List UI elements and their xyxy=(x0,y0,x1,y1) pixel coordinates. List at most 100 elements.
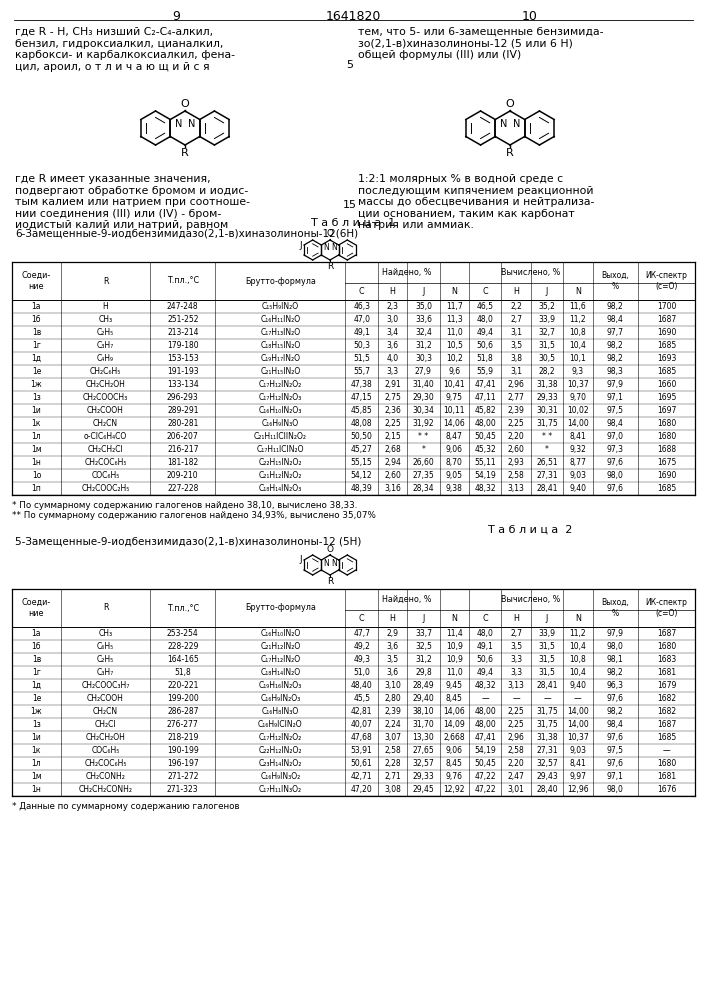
Text: N: N xyxy=(575,287,581,296)
Text: 2,58: 2,58 xyxy=(508,746,525,755)
Text: 1л: 1л xyxy=(32,759,41,768)
Text: 35,2: 35,2 xyxy=(539,302,556,311)
Text: C₂H₅: C₂H₅ xyxy=(97,328,114,337)
Text: 1н: 1н xyxy=(31,785,41,794)
Text: 1690: 1690 xyxy=(657,328,676,337)
Text: 11,3: 11,3 xyxy=(446,315,462,324)
Text: *: * xyxy=(421,445,426,454)
Text: 1685: 1685 xyxy=(657,341,676,350)
Text: 31,2: 31,2 xyxy=(415,341,432,350)
Text: 98,2: 98,2 xyxy=(607,341,624,350)
Text: 96,3: 96,3 xyxy=(607,681,624,690)
Text: 45,5: 45,5 xyxy=(353,694,370,703)
Text: C: C xyxy=(482,614,488,623)
Text: 3,3: 3,3 xyxy=(510,668,522,677)
Text: 3,0: 3,0 xyxy=(387,315,399,324)
Text: 2,60: 2,60 xyxy=(508,445,525,454)
Text: 2,25: 2,25 xyxy=(508,720,525,729)
Text: 3,1: 3,1 xyxy=(510,328,522,337)
Text: 97,6: 97,6 xyxy=(607,694,624,703)
Text: 1687: 1687 xyxy=(657,629,676,638)
Text: 14,00: 14,00 xyxy=(567,419,589,428)
Text: Т.пл.,°С: Т.пл.,°С xyxy=(167,603,199,612)
Text: 199-200: 199-200 xyxy=(167,694,199,703)
Text: 48,08: 48,08 xyxy=(351,419,373,428)
Text: 55,11: 55,11 xyxy=(474,458,496,467)
Text: 29,8: 29,8 xyxy=(415,668,432,677)
Text: 33,6: 33,6 xyxy=(415,315,432,324)
Text: 97,5: 97,5 xyxy=(607,746,624,755)
Text: C₂₂H₁₅IN₂O₂: C₂₂H₁₅IN₂O₂ xyxy=(259,458,302,467)
Text: 97,3: 97,3 xyxy=(607,445,624,454)
Text: 54,19: 54,19 xyxy=(474,471,496,480)
Text: 2,93: 2,93 xyxy=(508,458,525,467)
Text: 31,38: 31,38 xyxy=(536,380,558,389)
Text: 1687: 1687 xyxy=(657,315,676,324)
Text: 31,38: 31,38 xyxy=(536,733,558,742)
Text: 2,25: 2,25 xyxy=(508,707,525,716)
Text: C₄H₉: C₄H₉ xyxy=(97,354,114,363)
Text: 196-197: 196-197 xyxy=(167,759,199,768)
Text: 1п: 1п xyxy=(31,484,41,493)
Text: 14,06: 14,06 xyxy=(443,707,465,716)
Text: Найдено, %: Найдено, % xyxy=(382,595,432,604)
Text: 9,06: 9,06 xyxy=(446,445,463,454)
Text: 50,61: 50,61 xyxy=(351,759,373,768)
Text: 29,30: 29,30 xyxy=(413,393,434,402)
Text: 10,5: 10,5 xyxy=(446,341,463,350)
Text: C₁₇H₁₂IN₂O₂: C₁₇H₁₂IN₂O₂ xyxy=(259,733,302,742)
Text: 2,80: 2,80 xyxy=(384,694,401,703)
Text: 10,37: 10,37 xyxy=(567,733,589,742)
Text: 10,2: 10,2 xyxy=(446,354,462,363)
Text: 42,81: 42,81 xyxy=(351,707,373,716)
Text: 11,0: 11,0 xyxy=(446,328,462,337)
Text: 2,68: 2,68 xyxy=(384,445,401,454)
Text: N: N xyxy=(331,558,337,568)
Text: C₁₈H₁₄IN₂O₃: C₁₈H₁₄IN₂O₃ xyxy=(259,484,302,493)
Text: —: — xyxy=(513,694,520,703)
Text: C₃H₇: C₃H₇ xyxy=(97,341,114,350)
Text: 31,92: 31,92 xyxy=(413,419,434,428)
Text: H: H xyxy=(513,614,519,623)
Text: *: * xyxy=(545,445,549,454)
Text: 11,6: 11,6 xyxy=(570,302,586,311)
Text: 10,02: 10,02 xyxy=(567,406,589,415)
Text: CH₃: CH₃ xyxy=(98,315,112,324)
Text: 2,58: 2,58 xyxy=(508,471,525,480)
Text: 1н: 1н xyxy=(31,458,41,467)
Text: 8,47: 8,47 xyxy=(446,432,463,441)
Text: 14,00: 14,00 xyxy=(567,720,589,729)
Text: 10,9: 10,9 xyxy=(446,655,463,664)
Text: где R имеет указанные значения,
подвергают обработке бромом и иодис-
тым калием : где R имеет указанные значения, подверга… xyxy=(15,174,250,230)
Text: 220-221: 220-221 xyxy=(167,681,199,690)
Text: 98,2: 98,2 xyxy=(607,354,624,363)
Text: C₁₇H₁₂IN₂O₂: C₁₇H₁₂IN₂O₂ xyxy=(259,380,302,389)
Text: 10,8: 10,8 xyxy=(570,655,586,664)
Text: 27,31: 27,31 xyxy=(536,746,558,755)
Text: 9,05: 9,05 xyxy=(446,471,463,480)
Text: 2,58: 2,58 xyxy=(384,746,401,755)
Text: 27,31: 27,31 xyxy=(536,471,558,480)
Text: 9,32: 9,32 xyxy=(569,445,586,454)
Text: 2,47: 2,47 xyxy=(508,772,525,781)
Text: 1685: 1685 xyxy=(657,367,676,376)
Text: R: R xyxy=(181,148,189,158)
Text: CH₂Cl: CH₂Cl xyxy=(95,720,117,729)
Text: 296-293: 296-293 xyxy=(167,393,199,402)
Text: 98,2: 98,2 xyxy=(607,302,624,311)
Text: —: — xyxy=(662,746,670,755)
Text: CH₂COOC₃H₇: CH₂COOC₃H₇ xyxy=(81,681,129,690)
Text: C₁₇H₁₂IN₂O: C₁₇H₁₂IN₂O xyxy=(260,655,300,664)
Text: C₂₃H₁₄IN₂O₂: C₂₃H₁₄IN₂O₂ xyxy=(259,759,302,768)
Text: C₂₁H₁₅IN₂O: C₂₁H₁₅IN₂O xyxy=(260,367,300,376)
Text: 271-272: 271-272 xyxy=(167,772,199,781)
Text: 47,38: 47,38 xyxy=(351,380,373,389)
Text: 1690: 1690 xyxy=(657,471,676,480)
Text: —: — xyxy=(481,694,489,703)
Text: ИК-спектр
(с=О): ИК-спектр (с=О) xyxy=(645,271,687,291)
Text: 9,97: 9,97 xyxy=(569,772,586,781)
Text: 3,6: 3,6 xyxy=(387,668,399,677)
Text: 10,4: 10,4 xyxy=(569,668,586,677)
Text: 31,5: 31,5 xyxy=(539,668,556,677)
Text: 153-153: 153-153 xyxy=(167,354,199,363)
